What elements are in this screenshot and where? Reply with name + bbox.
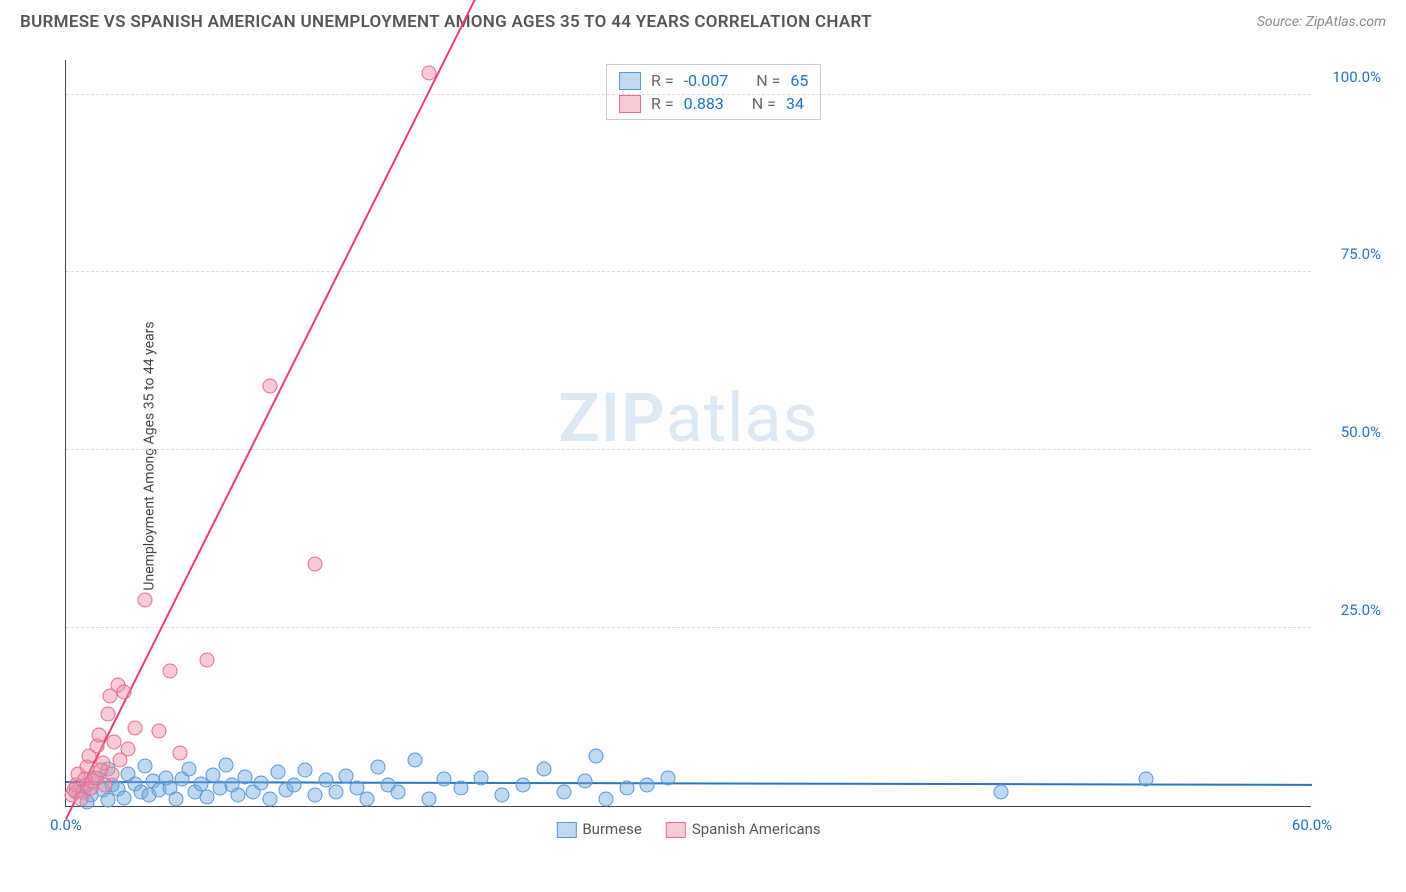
data-point [661, 770, 676, 785]
n-label: N = [756, 71, 780, 90]
data-point [640, 777, 655, 792]
data-point [152, 724, 167, 739]
source-label: Source: ZipAtlas.com [1257, 14, 1386, 30]
data-point [106, 734, 121, 749]
data-point [173, 745, 188, 760]
data-point [588, 749, 603, 764]
legend-swatch [619, 72, 641, 90]
y-tick-label: 75.0% [1321, 245, 1381, 263]
data-point [308, 557, 323, 572]
data-point [495, 788, 510, 803]
legend-swatch [666, 822, 686, 838]
data-point [422, 791, 437, 806]
data-point [578, 774, 593, 789]
legend-label: Spanish Americans [692, 820, 821, 838]
data-point [270, 764, 285, 779]
data-point [287, 777, 302, 792]
n-label: N = [752, 94, 776, 113]
data-point [297, 763, 312, 778]
data-point [100, 706, 115, 721]
plot-region: ZIPatlas R =-0.007N =65R =0.883N =34 Bur… [65, 60, 1311, 807]
r-value: 0.883 [684, 94, 724, 113]
data-point [328, 784, 343, 799]
r-label: R = [651, 71, 674, 90]
data-point [127, 720, 142, 735]
data-point [557, 784, 572, 799]
data-point [137, 592, 152, 607]
data-point [254, 775, 269, 790]
data-point [162, 663, 177, 678]
y-tick-label: 50.0% [1321, 423, 1381, 441]
gridline [66, 94, 1311, 95]
data-point [117, 685, 132, 700]
n-value: 65 [790, 71, 808, 90]
legend-item: Burmese [556, 820, 642, 838]
data-point [474, 770, 489, 785]
data-point [262, 791, 277, 806]
legend-swatch [556, 822, 576, 838]
chart-title: BURMESE VS SPANISH AMERICAN UNEMPLOYMENT… [20, 12, 872, 32]
legend-row: R = -0.007 N = 65 [619, 69, 808, 92]
data-point [231, 787, 246, 802]
y-tick-label: 25.0% [1321, 601, 1381, 619]
data-point [181, 762, 196, 777]
data-point [453, 781, 468, 796]
data-point [218, 757, 233, 772]
legend-swatch [619, 95, 641, 113]
data-point [360, 791, 375, 806]
legend-label: Burmese [582, 820, 642, 838]
r-value: -0.007 [684, 71, 729, 90]
r-label: R = [651, 94, 674, 113]
data-point [117, 791, 132, 806]
data-point [308, 788, 323, 803]
data-point [262, 379, 277, 394]
data-point [1138, 771, 1153, 786]
legend-item: Spanish Americans [666, 820, 821, 838]
data-point [422, 66, 437, 81]
data-point [104, 767, 119, 782]
chart-area: Unemployment Among Ages 35 to 44 years Z… [20, 50, 1386, 862]
data-point [536, 762, 551, 777]
data-point [515, 777, 530, 792]
gridline [66, 449, 1311, 450]
data-point [391, 784, 406, 799]
data-point [92, 727, 107, 742]
n-value: 34 [786, 94, 804, 113]
data-point [237, 769, 252, 784]
gridline [66, 271, 1311, 272]
y-tick-label: 100.0% [1321, 68, 1381, 86]
correlation-legend: R = -0.007 N = 65 R = 0.883 N = 34 [606, 64, 821, 120]
data-point [200, 653, 215, 668]
gridline [66, 627, 1311, 628]
data-point [407, 752, 422, 767]
x-tick-label: 60.0% [1292, 816, 1332, 834]
series-legend: Burmese Spanish Americans [556, 820, 820, 838]
data-point [436, 771, 451, 786]
data-point [137, 759, 152, 774]
watermark: ZIPatlas [558, 378, 818, 458]
data-point [112, 752, 127, 767]
data-point [370, 759, 385, 774]
data-point [100, 793, 115, 808]
legend-row: R = 0.883 N = 34 [619, 92, 808, 115]
data-point [598, 791, 613, 806]
data-point [169, 791, 184, 806]
data-point [619, 781, 634, 796]
data-point [993, 784, 1008, 799]
